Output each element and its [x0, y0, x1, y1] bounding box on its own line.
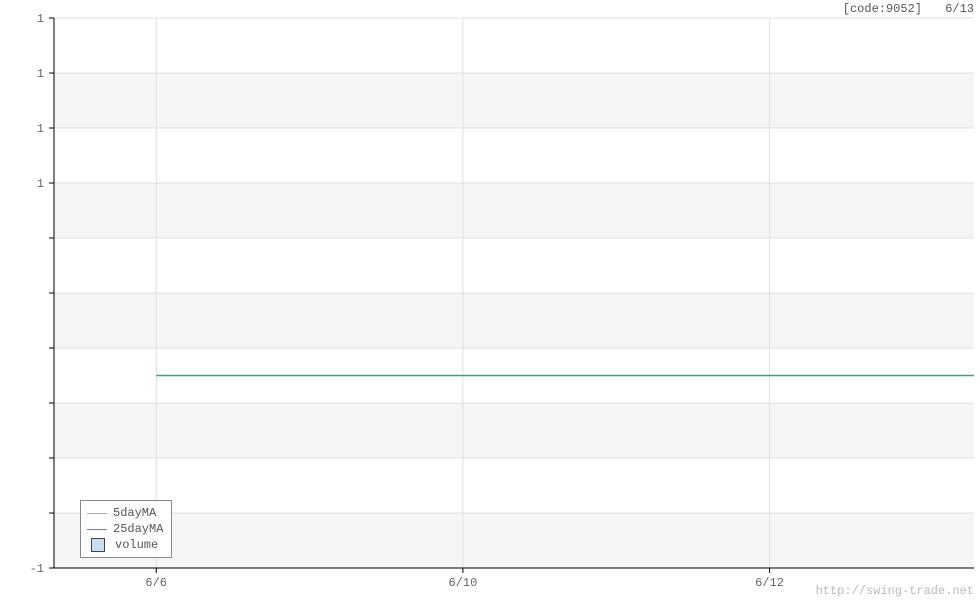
legend-swatch-volume: [91, 538, 105, 552]
svg-text:6/10: 6/10: [448, 576, 477, 590]
legend-label-5dayma: 5dayMA: [113, 506, 156, 520]
legend-label-25dayma: 25dayMA: [113, 522, 163, 536]
legend-swatch-25dayma: [87, 529, 107, 530]
svg-text:-1: -1: [30, 562, 44, 576]
legend-item-5dayma: 5dayMA: [87, 505, 163, 521]
footer-url: http://swing-trade.net: [816, 584, 974, 598]
legend-swatch-5dayma: [87, 513, 107, 514]
svg-text:1: 1: [37, 67, 44, 81]
svg-text:1: 1: [37, 12, 44, 26]
legend-item-25dayma: 25dayMA: [87, 521, 163, 537]
chart-container: [code:9052] 6/13 1111-16/66/106/12 5dayM…: [0, 0, 980, 600]
legend-item-volume: volume: [87, 537, 163, 553]
svg-text:6/12: 6/12: [755, 576, 784, 590]
svg-text:1: 1: [37, 177, 44, 191]
legend-box: 5dayMA 25dayMA volume: [80, 500, 172, 558]
legend-label-volume: volume: [115, 538, 158, 552]
svg-text:1: 1: [37, 122, 44, 136]
svg-text:6/6: 6/6: [145, 576, 167, 590]
